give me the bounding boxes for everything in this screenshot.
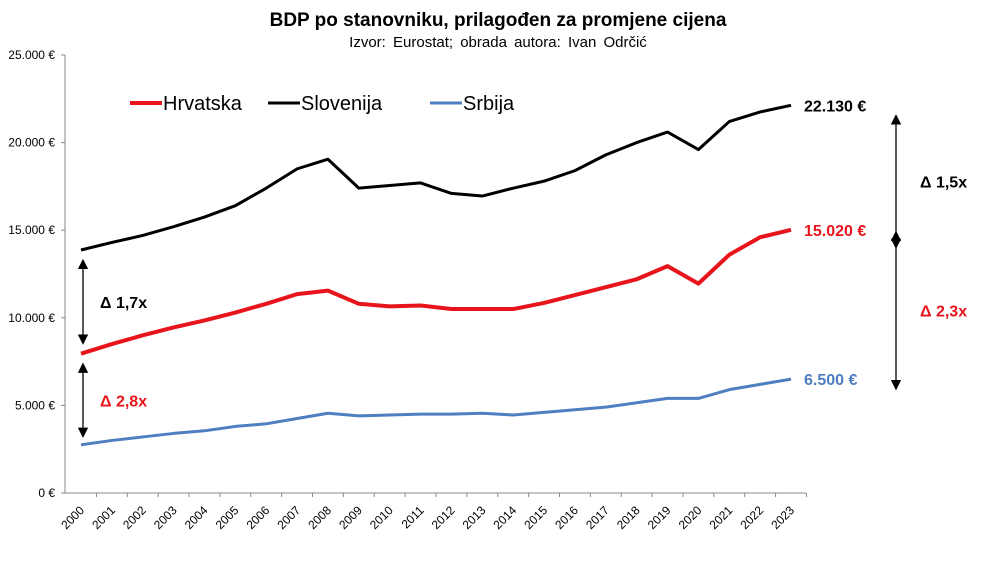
end-value-label: 22.130 € — [804, 98, 866, 115]
x-tick-label: 2013 — [460, 503, 489, 532]
x-tick-label: 2017 — [583, 503, 612, 532]
end-value-label: 6.500 € — [804, 372, 857, 389]
x-tick-label: 2007 — [274, 503, 303, 532]
ratio-annotation: Δ 1,5x — [920, 175, 967, 192]
x-tick-label: 2014 — [491, 503, 520, 532]
legend-label-hrvatska: Hrvatska — [163, 93, 243, 115]
x-tick-label: 2019 — [645, 503, 674, 532]
x-tick-label: 2002 — [120, 503, 149, 532]
chart-title: BDP po stanovniku, prilagođen za promjen… — [269, 10, 727, 31]
x-tick-label: 2023 — [768, 503, 797, 532]
series-line-srbija — [80, 377, 792, 447]
x-tick-label: 2006 — [244, 503, 273, 532]
x-tick-label: 2021 — [707, 503, 736, 532]
series-line-slovenija — [80, 103, 792, 252]
legend-label-srbija: Srbija — [463, 93, 515, 115]
x-tick-label: 2012 — [429, 503, 458, 532]
x-tick-label: 2016 — [552, 503, 581, 532]
x-tick-label: 2009 — [336, 503, 365, 532]
x-tick-label: 2003 — [151, 503, 180, 532]
x-tick-label: 2004 — [182, 503, 211, 532]
x-tick-label: 2005 — [213, 503, 242, 532]
series-line-hrvatska — [80, 227, 792, 356]
x-tick-label: 2008 — [305, 503, 334, 532]
ratio-annotation: Δ 2,8x — [100, 393, 147, 410]
legend-label-slovenija: Slovenija — [301, 93, 383, 115]
x-tick-label: 2018 — [614, 503, 643, 532]
x-tick-label: 2015 — [521, 503, 550, 532]
y-tick-label: 20.000 € — [8, 136, 55, 150]
y-tick-label: 10.000 € — [8, 311, 55, 325]
ratio-annotation: Δ 2,3x — [920, 303, 967, 320]
x-tick-label: 2011 — [399, 503, 427, 531]
chart-subtitle: Izvor: Eurostat; obrada autora: Ivan Odr… — [349, 34, 647, 51]
x-tick-label: 2001 — [89, 503, 118, 532]
y-tick-label: 5.000 € — [15, 398, 55, 412]
end-value-label: 15.020 € — [804, 223, 866, 240]
y-tick-label: 25.000 € — [8, 48, 55, 62]
y-tick-label: 0 € — [38, 486, 55, 500]
x-tick-label: 2020 — [676, 503, 705, 532]
x-tick-label: 2000 — [58, 503, 87, 532]
x-tick-label: 2022 — [737, 503, 766, 532]
x-tick-label: 2010 — [367, 503, 396, 532]
y-tick-label: 15.000 € — [8, 223, 55, 237]
ratio-annotation: Δ 1,7x — [100, 295, 147, 312]
